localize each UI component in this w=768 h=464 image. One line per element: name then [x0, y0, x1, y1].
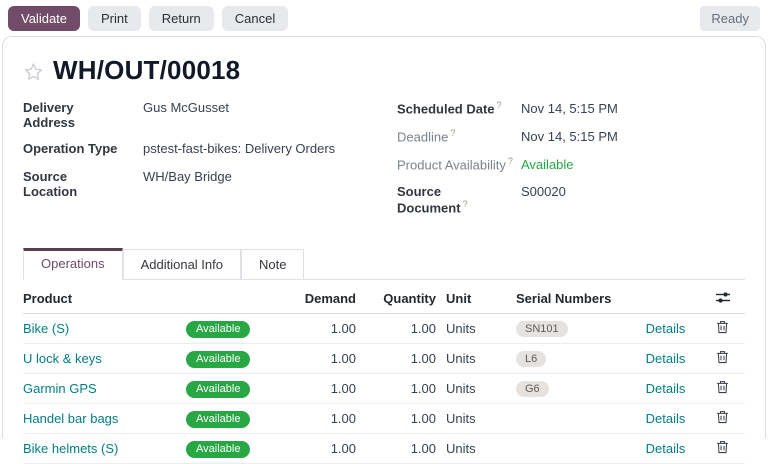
product-link[interactable]: Bike (S) [23, 321, 69, 336]
return-button[interactable]: Return [149, 6, 214, 31]
unit-value: Units [436, 411, 501, 426]
demand-value[interactable]: 1.00 [301, 321, 356, 336]
table-row[interactable]: Bike (S) Available 1.00 1.00 Units SN101… [23, 314, 745, 344]
col-header-unit[interactable]: Unit [436, 291, 501, 306]
table-header-row: Product Demand Quantity Unit Serial Numb… [23, 284, 745, 314]
details-button[interactable]: Details [646, 441, 686, 456]
help-icon: ? [497, 100, 502, 110]
quantity-value[interactable]: 1.00 [356, 381, 436, 396]
unit-value: Units [436, 441, 501, 456]
print-button[interactable]: Print [88, 6, 141, 31]
form-sheet: WH/OUT/00018 Delivery Address Gus McGuss… [2, 36, 766, 438]
help-icon: ? [508, 156, 513, 166]
col-header-quantity[interactable]: Quantity [356, 291, 436, 306]
quantity-value[interactable]: 1.00 [356, 411, 436, 426]
product-link[interactable]: Bike helmets (S) [23, 441, 118, 456]
delete-icon[interactable] [716, 350, 729, 364]
title-row: WH/OUT/00018 [23, 55, 745, 86]
availability-badge: Available [186, 381, 250, 398]
demand-value[interactable]: 1.00 [301, 411, 356, 426]
product-link[interactable]: U lock & keys [23, 351, 102, 366]
statusbar: Validate Print Return Cancel Ready [0, 0, 768, 36]
serial-number-tag[interactable]: SN101 [516, 321, 568, 337]
field-label: Operation Type [23, 141, 123, 156]
demand-value[interactable]: 1.00 [301, 351, 356, 366]
quantity-value[interactable]: 1.00 [356, 321, 436, 336]
details-button[interactable]: Details [646, 411, 686, 426]
demand-value[interactable]: 1.00 [301, 381, 356, 396]
field-delivery-address: Delivery Address Gus McGusset [23, 100, 397, 130]
table-row[interactable]: Garmin GPS Available 1.00 1.00 Units G6 … [23, 374, 745, 404]
availability-badge: Available [186, 351, 250, 368]
operations-table: Product Demand Quantity Unit Serial Numb… [23, 284, 745, 464]
field-label: Product Availability? [397, 156, 513, 172]
favorite-star-icon[interactable] [23, 62, 44, 82]
delete-icon[interactable] [716, 440, 729, 454]
cancel-button[interactable]: Cancel [222, 6, 288, 31]
col-header-serial-numbers[interactable]: Serial Numbers [501, 291, 631, 306]
table-row[interactable]: U lock & keys Available 1.00 1.00 Units … [23, 344, 745, 374]
field-label: Source Location [23, 169, 123, 199]
serial-number-tag[interactable]: L6 [516, 351, 546, 367]
delete-icon[interactable] [716, 320, 729, 334]
details-button[interactable]: Details [646, 351, 686, 366]
field-deadline: Deadline? Nov 14, 5:15 PM [397, 128, 745, 145]
availability-badge: Available [186, 441, 250, 458]
unit-value: Units [436, 321, 501, 336]
field-groups: Delivery Address Gus McGusset Operation … [23, 100, 745, 226]
field-label: Scheduled Date? [397, 100, 513, 116]
table-row[interactable]: Bike helmets (S) Available 1.00 1.00 Uni… [23, 434, 745, 464]
quantity-value[interactable]: 1.00 [356, 351, 436, 366]
help-icon: ? [450, 128, 455, 138]
unit-value: Units [436, 351, 501, 366]
product-link[interactable]: Handel bar bags [23, 411, 118, 426]
col-header-product[interactable]: Product [23, 291, 186, 306]
tab-note[interactable]: Note [241, 249, 304, 280]
field-value[interactable]: Nov 14, 5:15 PM [521, 101, 618, 116]
field-value[interactable]: WH/Bay Bridge [143, 169, 232, 184]
field-label: Deadline? [397, 128, 513, 144]
demand-value[interactable]: 1.00 [301, 441, 356, 456]
quantity-value[interactable]: 1.00 [356, 441, 436, 456]
details-button[interactable]: Details [646, 381, 686, 396]
validate-button[interactable]: Validate [8, 6, 80, 31]
field-product-availability: Product Availability? Available [397, 156, 745, 173]
adjust-columns-icon[interactable] [715, 291, 731, 304]
status-badge[interactable]: Ready [700, 6, 760, 31]
product-link[interactable]: Garmin GPS [23, 381, 97, 396]
field-value[interactable]: pstest-fast-bikes: Delivery Orders [143, 141, 335, 156]
availability-badge: Available [186, 411, 250, 428]
field-value: Available [521, 157, 574, 172]
field-operation-type: Operation Type pstest-fast-bikes: Delive… [23, 141, 397, 158]
col-header-demand[interactable]: Demand [301, 291, 356, 306]
field-value[interactable]: Gus McGusset [143, 100, 229, 115]
table-row[interactable]: Handel bar bags Available 1.00 1.00 Unit… [23, 404, 745, 434]
field-label: Delivery Address [23, 100, 123, 130]
field-group-left: Delivery Address Gus McGusset Operation … [23, 100, 397, 226]
field-value[interactable]: S00020 [521, 184, 566, 199]
tab-additional-info[interactable]: Additional Info [123, 249, 241, 280]
field-source-location: Source Location WH/Bay Bridge [23, 169, 397, 199]
page-title: WH/OUT/00018 [53, 55, 240, 86]
field-value[interactable]: Nov 14, 5:15 PM [521, 129, 618, 144]
field-scheduled-date: Scheduled Date? Nov 14, 5:15 PM [397, 100, 745, 117]
availability-badge: Available [186, 321, 250, 338]
notebook-tabs: Operations Additional Info Note [23, 248, 745, 280]
field-group-right: Scheduled Date? Nov 14, 5:15 PM Deadline… [397, 100, 745, 226]
table-body: Bike (S) Available 1.00 1.00 Units SN101… [23, 314, 745, 464]
delete-icon[interactable] [716, 380, 729, 394]
serial-number-tag[interactable]: G6 [516, 381, 549, 397]
field-label: Source Document? [397, 184, 513, 215]
unit-value: Units [436, 381, 501, 396]
help-icon: ? [463, 199, 468, 209]
tab-operations[interactable]: Operations [23, 248, 123, 280]
delete-icon[interactable] [716, 410, 729, 424]
field-source-document: Source Document? S00020 [397, 184, 745, 215]
details-button[interactable]: Details [646, 321, 686, 336]
